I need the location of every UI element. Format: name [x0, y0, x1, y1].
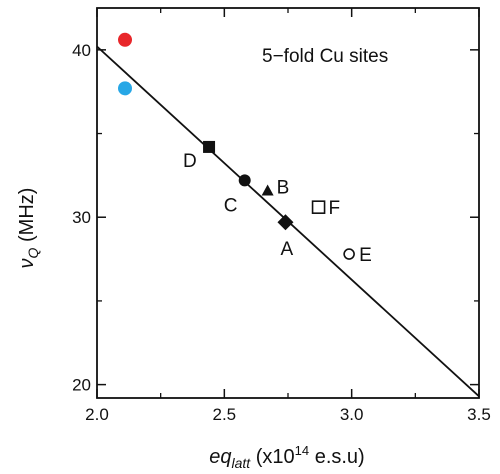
axis-ticks: [96, 8, 480, 398]
point-c: [238, 174, 251, 187]
x-axis-label-main: eq: [209, 446, 231, 468]
x-axis-label-unit-prefix: (x10: [250, 446, 294, 468]
point-colored: [118, 32, 133, 47]
y-tick-label: 40: [72, 41, 91, 60]
x-axis-label: eqlatt (x1014 e.s.u): [209, 443, 364, 471]
point-label-f: F: [329, 198, 341, 219]
x-axis-label-sub: latt: [232, 455, 252, 471]
x-tick-label: 3.0: [340, 405, 364, 424]
y-axis-label-unit: (MHz): [16, 188, 38, 248]
data-points: [118, 32, 355, 260]
x-tick-label: 2.5: [213, 405, 237, 424]
y-tick-label: 20: [72, 376, 91, 395]
point-b: [261, 184, 274, 196]
point-label-e: E: [359, 245, 372, 266]
point-labels: D C B A F E: [183, 151, 372, 266]
y-axis-label-sub: Q: [25, 247, 41, 258]
point-label-c: C: [224, 195, 238, 216]
point-a: [277, 214, 294, 231]
x-axis-label-sup: 14: [295, 443, 309, 458]
point-label-b: B: [277, 177, 290, 198]
x-axis-label-unit-suffix: e.s.u): [309, 446, 365, 468]
point-label-a: A: [280, 239, 293, 260]
point-label-d: D: [183, 151, 197, 172]
point-e: [343, 248, 355, 260]
point-f: [311, 200, 326, 214]
y-axis-label-main: ν: [16, 258, 38, 268]
y-axis-label: νQ (MHz): [16, 188, 41, 269]
y-tick-label: 30: [72, 208, 91, 227]
x-tick-label: 2.0: [85, 405, 109, 424]
point-colored: [118, 81, 133, 96]
tick-labels: 2.0 2.5 3.0 3.5 20 30 40: [72, 41, 491, 424]
x-tick-label: 3.5: [467, 405, 491, 424]
point-d: [203, 140, 216, 153]
annotation-text: 5−fold Cu sites: [262, 46, 388, 67]
